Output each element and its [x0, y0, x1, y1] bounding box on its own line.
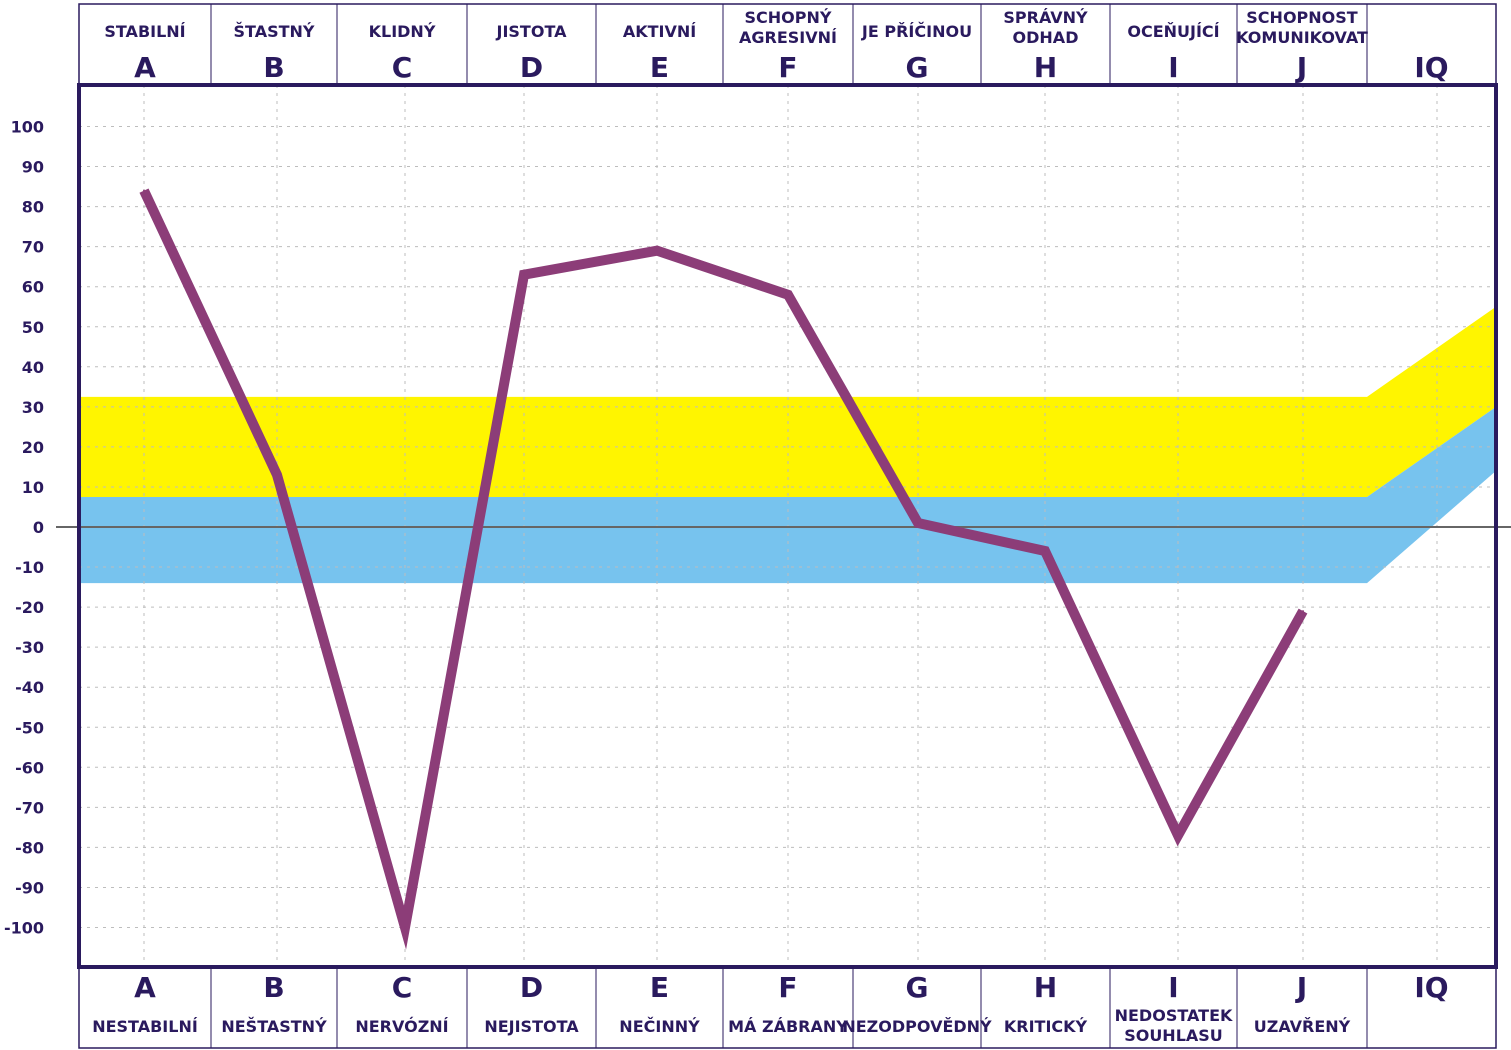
- y-tick-label: 30: [22, 398, 44, 417]
- y-tick-label: 60: [22, 278, 44, 297]
- y-tick-label: -20: [15, 598, 44, 617]
- top-letter-a: A: [134, 51, 156, 84]
- top-label-a: STABILNÍ: [104, 22, 185, 41]
- y-tick-label: -50: [15, 718, 44, 737]
- top-letter-c: C: [392, 51, 413, 84]
- top-label-c: KLIDNÝ: [369, 22, 436, 41]
- data-point-c: [404, 926, 406, 929]
- y-tick-label: -70: [15, 798, 44, 817]
- top-letter-b: B: [263, 51, 284, 84]
- data-point-d: [523, 273, 525, 276]
- y-tick-label: -80: [15, 838, 44, 857]
- bottom-letter-f: F: [778, 971, 797, 1004]
- bottom-letter-e: E: [650, 971, 669, 1004]
- y-tick-label: -60: [15, 758, 44, 777]
- bottom-header: A NESTABILNÍ B NEŠTASTNÝ C NERVÓZNÍ D NEJISTOTA…: [92, 971, 1448, 1045]
- frame-layer: [77, 3, 1498, 1049]
- top-letter-f: F: [778, 51, 797, 84]
- top-letter-g: G: [906, 51, 929, 84]
- y-tick-label: -30: [15, 638, 44, 657]
- bottom-label-a: NESTABILNÍ: [92, 1017, 198, 1036]
- data-point-j: [1302, 610, 1304, 613]
- y-tick-label: 70: [22, 238, 44, 257]
- y-tick-label: 50: [22, 318, 44, 337]
- top-label-d: JISTOTA: [496, 22, 568, 41]
- data-point-i: [1177, 834, 1179, 837]
- y-tick-label: -10: [15, 558, 44, 577]
- top-header: STABILNÍ A ŠTASTNÝ B KLIDNÝ C JISTOTA D AKTIVNÍ E…: [104, 8, 1448, 84]
- y-tick-label: 80: [22, 198, 44, 217]
- bottom-letter-d: D: [520, 971, 543, 1004]
- y-tick-label: 40: [22, 358, 44, 377]
- y-tick-label: 20: [22, 438, 44, 457]
- bottom-label-b: NEŠTASTNÝ: [221, 1017, 327, 1036]
- bottom-letter-a: A: [134, 971, 156, 1004]
- top-letter-j: J: [1295, 51, 1307, 84]
- data-point-f: [787, 293, 789, 296]
- data-point-g: [917, 521, 919, 524]
- grid-layer: [56, 85, 1511, 967]
- bottom-label-i: NEDOSTATEK SOUHLASU: [1115, 1006, 1233, 1045]
- top-label-g: JE PŘÍČINOU: [861, 22, 972, 41]
- y-tick-label: -90: [15, 878, 44, 897]
- top-letter-h: H: [1034, 51, 1057, 84]
- y-tick-label: 100: [11, 118, 44, 137]
- data-point-b: [276, 473, 278, 476]
- data-point-e: [656, 249, 658, 252]
- bottom-label-f: MÁ ZÁBRANY: [728, 1017, 848, 1036]
- bottom-letter-i: I: [1168, 971, 1178, 1004]
- band-yellow: [79, 306, 1496, 497]
- bottom-letter-c: C: [392, 971, 413, 1004]
- bands-layer: [79, 306, 1496, 584]
- top-label-j: SCHOPNOST KOMUNIKOVAT: [1236, 8, 1368, 47]
- top-letter-i: I: [1168, 51, 1178, 84]
- bottom-label-c: NERVÓZNÍ: [355, 1017, 448, 1036]
- bottom-letter-iq: IQ: [1414, 971, 1448, 1004]
- top-label-b: ŠTASTNÝ: [234, 22, 315, 41]
- y-axis: 1009080706050403020100-10-20-30-40-50-60…: [4, 118, 44, 938]
- y-tick-label: 10: [22, 478, 44, 497]
- top-letter-d: D: [520, 51, 543, 84]
- top-header-frame: [78, 3, 1497, 86]
- top-letter-iq: IQ: [1414, 51, 1448, 84]
- bottom-label-h: KRITICKÝ: [1004, 1017, 1088, 1036]
- bottom-letter-h: H: [1034, 971, 1057, 1004]
- y-tick-label: -100: [4, 919, 44, 938]
- y-tick-label: 0: [33, 518, 44, 537]
- band-blue: [79, 406, 1496, 584]
- bottom-label-j: UZAVŘENÝ: [1254, 1017, 1351, 1036]
- y-tick-label: -40: [15, 678, 44, 697]
- top-label-i: OCEŇUJÍCÍ: [1127, 22, 1219, 41]
- bottom-label-g: NEZODPOVĚDNÝ: [842, 1017, 992, 1036]
- bottom-letter-j: J: [1295, 971, 1307, 1004]
- series-layer: [139, 188, 1308, 950]
- bottom-label-e: NEČINNÝ: [619, 1017, 700, 1036]
- top-label-h: SPRÁVNÝ ODHAD: [1003, 8, 1088, 47]
- top-letter-e: E: [650, 51, 669, 84]
- y-tick-label: 90: [22, 158, 44, 177]
- bottom-letter-g: G: [906, 971, 929, 1004]
- series-line: [139, 188, 1308, 950]
- top-label-f: SCHOPNÝ AGRESIVNÍ: [739, 8, 837, 47]
- top-label-e: AKTIVNÍ: [623, 22, 696, 41]
- data-point-a: [143, 189, 145, 192]
- bottom-letter-b: B: [263, 971, 284, 1004]
- bottom-label-d: NEJISTOTA: [484, 1017, 579, 1036]
- bottom-header-frame: [78, 966, 1497, 1049]
- data-point-h: [1044, 550, 1046, 553]
